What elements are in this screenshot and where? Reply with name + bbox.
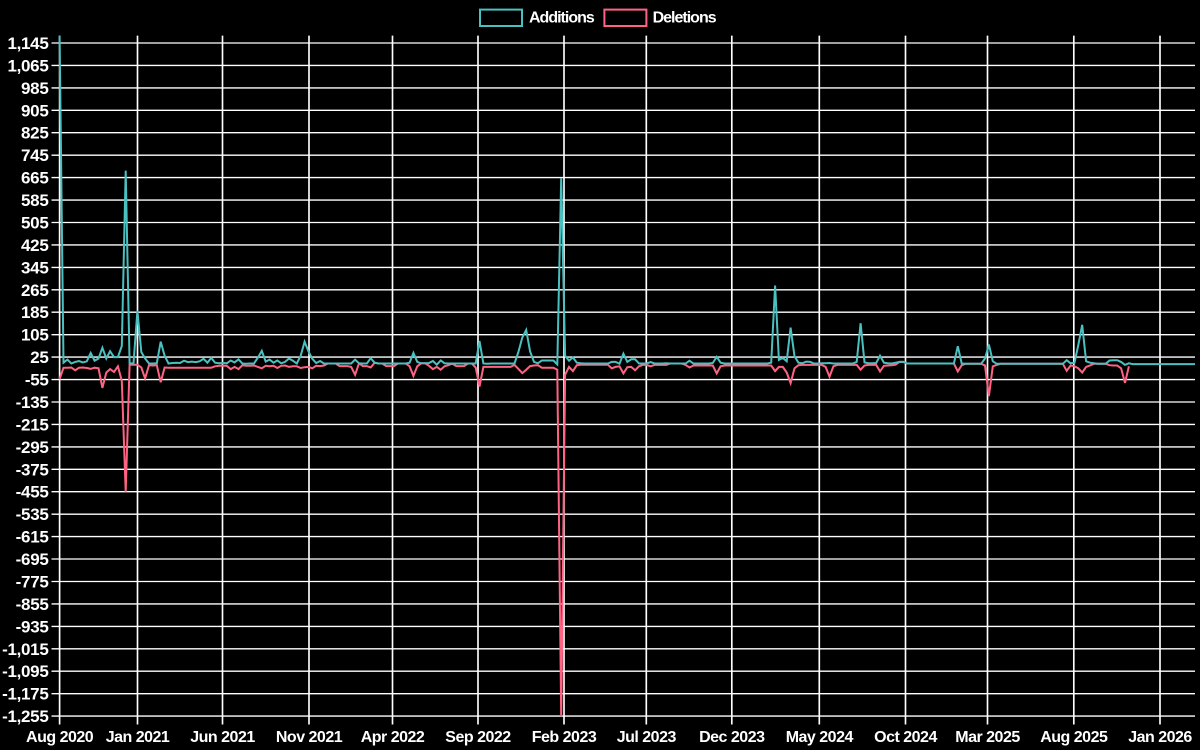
svg-text:-775: -775 (16, 573, 49, 592)
svg-text:-1,095: -1,095 (2, 662, 48, 681)
svg-text:-375: -375 (16, 460, 49, 479)
svg-text:Apr 2022: Apr 2022 (361, 729, 425, 746)
svg-text:905: 905 (21, 101, 48, 120)
svg-text:265: 265 (21, 281, 48, 300)
svg-text:25: 25 (30, 348, 48, 367)
svg-text:Nov 2021: Nov 2021 (276, 729, 343, 746)
svg-text:Oct 2024: Oct 2024 (874, 729, 937, 746)
svg-text:-695: -695 (16, 550, 49, 569)
svg-text:585: 585 (21, 191, 48, 210)
svg-text:1,145: 1,145 (7, 34, 48, 53)
svg-text:Deletions: Deletions (653, 10, 717, 27)
svg-text:105: 105 (21, 326, 48, 345)
svg-text:-215: -215 (16, 415, 49, 434)
svg-text:985: 985 (21, 79, 48, 98)
svg-text:-855: -855 (16, 595, 49, 614)
svg-text:-1,175: -1,175 (2, 685, 48, 704)
svg-text:505: 505 (21, 214, 48, 233)
svg-text:Jan 2026: Jan 2026 (1128, 729, 1192, 746)
svg-text:825: 825 (21, 124, 48, 143)
svg-text:-1,015: -1,015 (2, 640, 48, 659)
svg-text:-455: -455 (16, 483, 49, 502)
svg-text:Jul 2023: Jul 2023 (617, 729, 677, 746)
svg-text:-615: -615 (16, 528, 49, 547)
svg-text:-135: -135 (16, 393, 49, 412)
svg-text:Dec 2023: Dec 2023 (699, 729, 765, 746)
svg-text:Sep 2022: Sep 2022 (445, 729, 511, 746)
svg-text:Aug 2020: Aug 2020 (26, 729, 94, 746)
svg-text:345: 345 (21, 258, 48, 277)
svg-text:-935: -935 (16, 617, 49, 636)
svg-text:Additions: Additions (529, 10, 595, 27)
svg-text:Aug 2025: Aug 2025 (1040, 729, 1108, 746)
svg-text:Mar 2025: Mar 2025 (955, 729, 1020, 746)
svg-text:Jun 2021: Jun 2021 (190, 729, 255, 746)
svg-text:-295: -295 (16, 438, 49, 457)
svg-text:Feb 2023: Feb 2023 (532, 729, 597, 746)
svg-text:-55: -55 (25, 371, 49, 390)
svg-text:-535: -535 (16, 505, 49, 524)
svg-text:745: 745 (21, 146, 48, 165)
svg-text:665: 665 (21, 169, 48, 188)
svg-text:-1,255: -1,255 (2, 707, 48, 726)
svg-text:May 2024: May 2024 (786, 729, 854, 746)
svg-text:1,065: 1,065 (7, 56, 48, 75)
svg-text:185: 185 (21, 303, 48, 322)
svg-text:425: 425 (21, 236, 48, 255)
svg-text:Jan 2021: Jan 2021 (106, 729, 170, 746)
